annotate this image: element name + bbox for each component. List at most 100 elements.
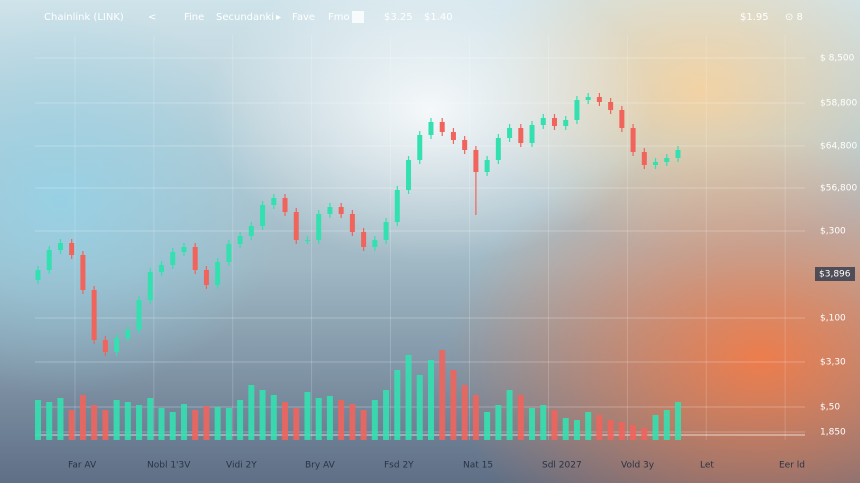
x-tick-label: Fsd 2Y <box>384 461 414 471</box>
volume-bar <box>484 412 491 440</box>
volume-bar <box>68 410 75 440</box>
candle-body <box>91 290 97 340</box>
volume-bar <box>607 420 614 440</box>
volume-bar <box>136 405 143 440</box>
candle-body <box>675 150 681 158</box>
volume-bar <box>573 420 580 440</box>
volume-bar <box>192 410 199 440</box>
y-tick-label: 1,850 <box>820 428 846 438</box>
price-marker-box <box>815 267 855 281</box>
x-tick-label: Vold 3y <box>621 461 655 471</box>
candle-body <box>406 160 412 190</box>
volume-bar <box>405 355 412 440</box>
candle-body <box>450 132 456 140</box>
volume-bar <box>214 407 221 440</box>
candle-body <box>394 190 400 222</box>
candle-body <box>372 240 378 247</box>
volume-bar <box>596 415 603 440</box>
volume-bar <box>237 400 244 440</box>
candle-body <box>46 250 52 270</box>
volume-bar <box>147 398 154 440</box>
candle-body <box>574 100 580 120</box>
toolbar-item: $1.95 <box>740 12 769 23</box>
candle-body <box>114 338 120 352</box>
candle-body <box>484 160 490 172</box>
candle-body <box>563 120 569 126</box>
volume-bar <box>383 390 390 440</box>
volume-bar <box>259 390 266 440</box>
volume-bar <box>517 395 524 440</box>
chart-title: Chainlink (LINK) <box>44 12 124 23</box>
toolbar-item: < <box>148 12 156 23</box>
candle-body <box>271 198 277 205</box>
candle-body <box>507 128 513 138</box>
y-tick-label: $56,800 <box>820 184 857 194</box>
candle-body <box>518 128 524 143</box>
volume-bar <box>472 395 479 440</box>
candle-body <box>80 255 86 290</box>
volume-bar <box>439 350 446 440</box>
volume-bar <box>304 392 311 440</box>
volume-bar <box>416 375 423 440</box>
x-tick-label: Sdl 2027 <box>542 461 582 471</box>
y-tick-label: $,100 <box>820 314 846 324</box>
toolbar-item: ▸ <box>276 12 281 23</box>
candle-body <box>293 212 299 240</box>
toolbar-item: Fine <box>184 12 204 23</box>
candle-body <box>327 207 333 214</box>
volume-bar <box>158 408 165 440</box>
candle-body <box>35 270 41 280</box>
x-tick-label: Eer ld <box>779 461 805 471</box>
candle-body <box>361 232 367 247</box>
toolbar-item: $1.40 <box>424 12 453 23</box>
volume-bar <box>652 415 659 440</box>
volume-bar <box>540 405 547 440</box>
volume-bar <box>293 408 300 440</box>
candle-body <box>641 152 647 165</box>
volume-bar <box>371 400 378 440</box>
candle-body <box>349 214 355 232</box>
volume-bar <box>338 400 345 440</box>
candle-body <box>260 205 266 226</box>
candle-body <box>316 214 322 240</box>
candle-body <box>226 244 232 262</box>
toolbar-item: Fave <box>292 12 315 23</box>
volume-bar <box>102 410 109 440</box>
candle-body <box>203 270 209 285</box>
volume-bar <box>461 385 468 440</box>
x-tick-label: Nobl 1'3V <box>147 461 191 471</box>
candle-body <box>125 330 131 338</box>
toolbar-item: Secundanki <box>216 12 274 23</box>
y-tick-label: $,50 <box>820 403 840 413</box>
candle-body <box>653 162 659 165</box>
volume-bar <box>91 405 98 440</box>
candle-body <box>608 102 614 110</box>
candle-body <box>147 272 153 300</box>
x-tick-label: Let <box>700 461 714 471</box>
volume-bar <box>282 402 289 440</box>
x-tick-label: Vidi 2Y <box>226 461 257 471</box>
x-tick-label: Nat 15 <box>463 461 493 471</box>
candle-body <box>664 158 670 162</box>
volume-bar <box>427 360 434 440</box>
volume-bar <box>450 370 457 440</box>
volume-bar <box>506 390 513 440</box>
volume-bar <box>641 428 648 440</box>
volume-bar <box>663 410 670 440</box>
x-tick-label: Far AV <box>68 461 97 471</box>
y-tick-label: $58,800 <box>820 99 857 109</box>
candle-body <box>338 207 344 214</box>
candle-body <box>69 243 75 255</box>
candle-body <box>428 122 434 135</box>
volume-bar <box>618 422 625 440</box>
candle-body <box>462 140 468 150</box>
volume-bar <box>248 385 255 440</box>
candle-body <box>551 118 557 126</box>
volume-bar <box>360 410 367 440</box>
volume-bar <box>57 398 64 440</box>
volume-bar <box>394 370 401 440</box>
candle-body <box>304 240 310 241</box>
volume-bar <box>495 405 502 440</box>
